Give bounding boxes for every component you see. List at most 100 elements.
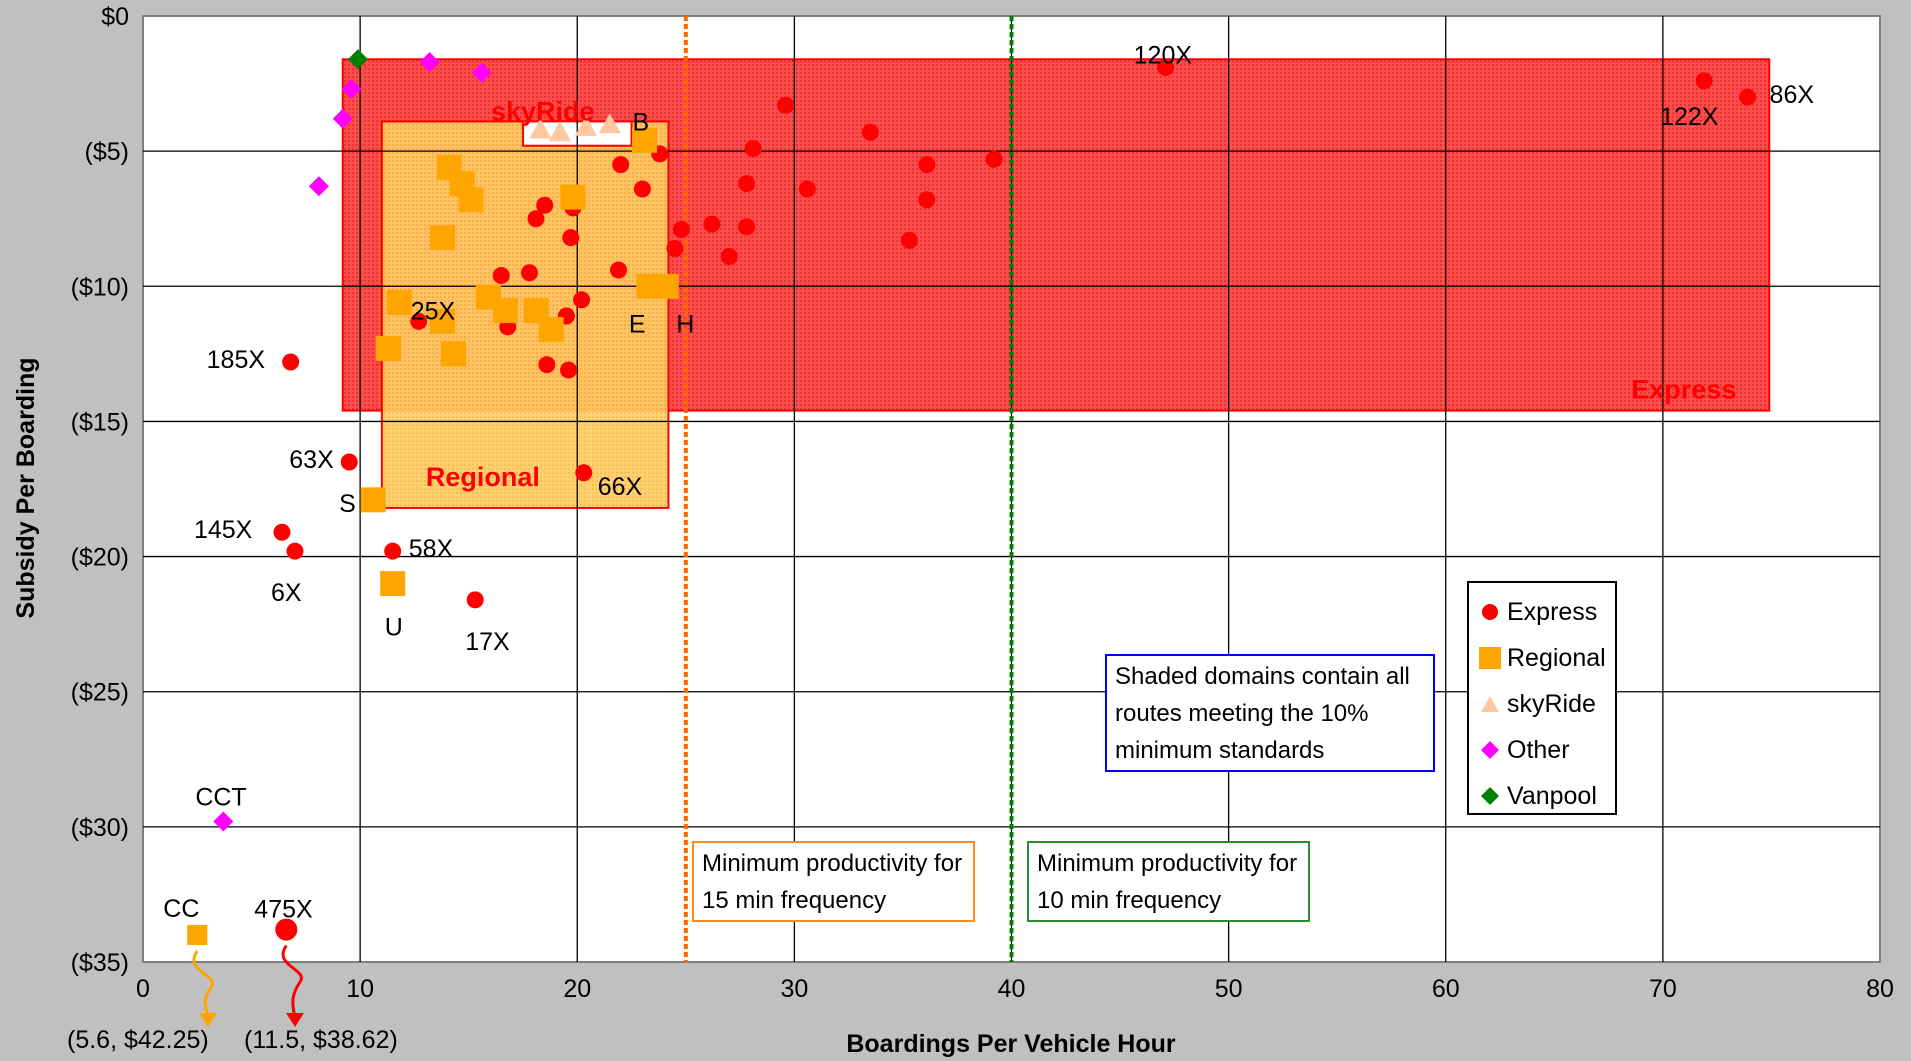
express-point [492,266,510,284]
express-point [798,180,816,198]
arrow-head-icon [199,1013,217,1027]
point-label: 120X [1134,41,1193,69]
legend-item-regional: Regional [1477,635,1615,681]
domain-label-express: Express [1631,375,1736,405]
express-point [575,464,593,482]
skyride-point [548,121,571,142]
y-tick-label: ($10) [71,273,129,301]
express-point [273,523,291,541]
point-label: CCT [195,783,246,811]
express-point [738,218,756,236]
point-label: E [629,310,646,338]
point-label: U [385,614,403,642]
off-chart-arrows: (5.6, $42.25) (11.5, $38.62) [67,944,398,1054]
legend: Express Regional skyRide Other Vanpool [1467,581,1617,815]
regional-point [560,184,586,210]
legend-item-vanpool: Vanpool [1477,773,1615,819]
y-axis-title: Subsidy Per Boarding [12,357,40,618]
reference-lines [683,16,1014,962]
axis-ticks: 0 10 20 30 40 50 60 70 80 $0 ($5) ($10) ($15) ($20) ($… [71,3,1894,1003]
regional-point [380,571,406,597]
express-point [1695,72,1713,90]
data-points [187,49,1757,945]
express-point [861,123,879,141]
point-label: 25X [411,297,456,325]
ref-note-10min: Minimum productivity for 10 min frequenc… [1027,841,1310,922]
legend-diamond-icon [1477,741,1503,759]
point-label: 58X [409,535,454,563]
x-axis-title: Boardings Per Vehicle Hour [846,1030,1176,1058]
express-point [410,312,428,330]
legend-label: Vanpool [1507,781,1597,810]
regional-point [538,317,564,343]
point-label: 66X [598,473,643,501]
legend-label: Regional [1507,643,1606,672]
express-point [672,221,690,239]
regional-point [360,487,386,513]
legend-item-other: Other [1477,727,1615,773]
legend-item-skyride: skyRide [1477,681,1615,727]
skyride-point [574,115,597,136]
point-label: 185X [207,346,266,374]
x-tick-label: 60 [1432,975,1460,1003]
express-point [666,239,684,257]
express-point [1157,58,1175,76]
express-point [985,150,1003,168]
point-label: 122X [1660,103,1719,131]
y-tick-label: ($5) [85,138,129,166]
point-label: H [676,310,694,338]
express-point [573,291,591,309]
express-point [520,264,538,282]
y-tick-label: ($35) [71,949,129,977]
skyride-point [529,118,552,139]
skyride-point [598,113,621,134]
legend-square-icon [1477,647,1503,669]
other-point [419,51,440,72]
y-tick-label: ($15) [71,408,129,436]
express-point [466,591,484,609]
off-chart-label: (5.6, $42.25) [67,1026,209,1054]
point-label: 86X [1770,81,1815,109]
express-point [538,356,556,374]
regional-point [493,298,519,324]
shaded-domains-note: Shaded domains contain all routes meetin… [1105,654,1435,772]
x-tick-label: 30 [780,975,808,1003]
express-point [1739,88,1757,106]
x-tick-label: 0 [136,975,150,1003]
x-tick-label: 10 [346,975,374,1003]
express-point [918,156,936,174]
express-point [275,918,298,941]
point-label: B [633,108,650,136]
point-label: S [339,490,356,518]
ref-note-15min: Minimum productivity for 15 min frequenc… [692,841,975,922]
express-point [536,196,554,214]
express-point [340,453,358,471]
express-point [738,175,756,193]
domain-label-skyride: skyRide [491,96,595,126]
express-point [720,248,738,266]
y-tick-label: ($25) [71,679,129,707]
x-tick-label: 70 [1649,975,1677,1003]
off-chart-arrow [281,944,303,1018]
regional-point [386,290,412,316]
x-tick-label: 40 [998,975,1026,1003]
other-point [308,176,329,197]
point-label: 63X [289,446,334,474]
express-point [384,542,402,560]
regional-point [458,187,484,213]
express-point [282,353,300,371]
point-label: CC [163,895,199,923]
domain-label-regional: Regional [426,462,540,492]
express-point [777,96,795,114]
y-tick-label: ($30) [71,814,129,842]
express-point [527,210,545,228]
express-point [562,229,580,247]
point-label: 145X [194,516,253,544]
regional-point [430,308,456,334]
vanpool-point [347,49,368,70]
point-label: 6X [271,579,302,607]
express-point [610,261,628,279]
express-point [612,156,630,174]
express-point [918,191,936,209]
